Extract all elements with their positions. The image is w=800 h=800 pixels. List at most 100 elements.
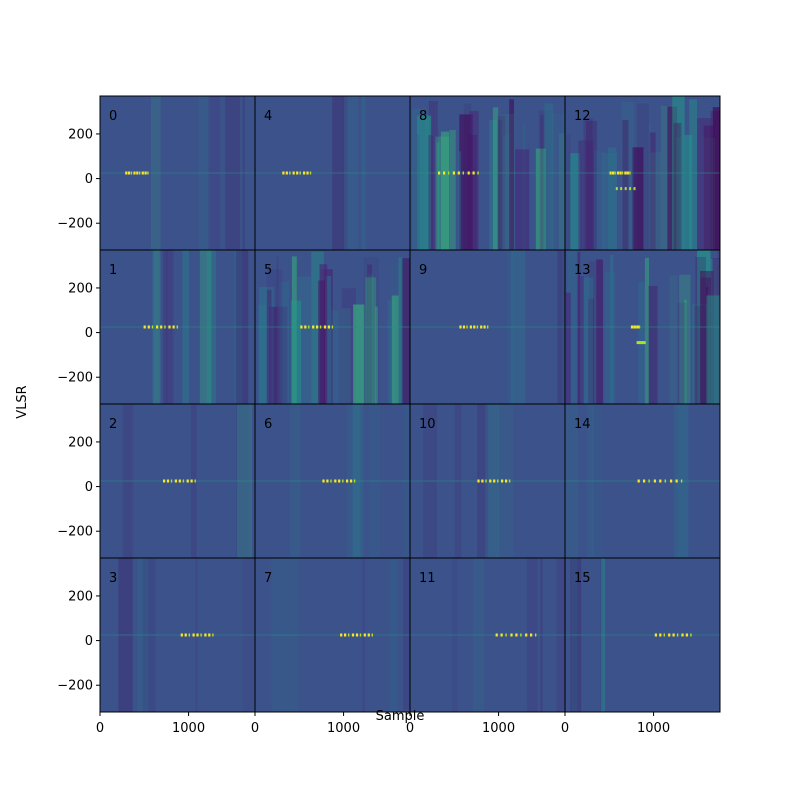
emission-point <box>653 479 656 483</box>
emission-point <box>525 633 528 637</box>
panel-9: 9 <box>409 249 566 405</box>
emission-point <box>130 171 133 175</box>
emission-point <box>452 171 455 175</box>
panel-8: 8 <box>409 95 566 251</box>
x-tick-label: 0 <box>406 721 414 736</box>
baseline-stripe <box>374 306 378 404</box>
panel-label: 11 <box>419 571 436 586</box>
emission-point <box>204 633 207 637</box>
emission-point <box>483 325 486 329</box>
emission-point <box>505 633 507 637</box>
emission-point <box>493 479 496 483</box>
emission-point <box>633 187 636 191</box>
emission-point <box>462 171 464 175</box>
emission-point <box>212 633 214 637</box>
y-tick-label: 0 <box>85 326 93 341</box>
baseline-stripe <box>540 114 544 250</box>
emission-point <box>672 633 675 637</box>
baseline-stripe <box>566 292 571 404</box>
emission-point <box>299 171 301 175</box>
emission-point <box>619 171 622 175</box>
emission-point <box>501 479 504 483</box>
panel-label: 7 <box>264 571 272 586</box>
emission-point <box>182 479 185 483</box>
emission-point <box>480 325 483 329</box>
emission-point <box>643 479 646 483</box>
emission-point <box>363 633 366 637</box>
emission-point <box>443 171 446 175</box>
panel-label: 13 <box>574 263 591 278</box>
baseline-stripe <box>436 142 440 250</box>
emission-point <box>632 325 635 329</box>
emission-point <box>304 325 307 329</box>
baseline-stripe <box>440 131 449 250</box>
emission-point <box>144 171 147 175</box>
emission-point <box>659 479 662 483</box>
emission-point <box>638 341 641 345</box>
x-tick-label: 1000 <box>637 721 670 736</box>
baseline-stripe <box>325 276 332 404</box>
panel-6: 6 <box>254 403 411 559</box>
emission-point <box>303 171 306 175</box>
baseline-stripe <box>468 135 477 250</box>
baseline-stripe <box>644 257 649 404</box>
baseline-stripe <box>607 147 617 250</box>
emission-point <box>636 341 639 345</box>
emission-point <box>184 633 187 637</box>
panel-label: 0 <box>109 109 117 124</box>
baseline-stripe <box>391 295 399 404</box>
panel-2: 2 <box>99 403 256 559</box>
emission-point <box>176 325 178 329</box>
baseline-stripe <box>621 101 634 250</box>
panel-3: 3 <box>99 557 256 713</box>
emission-point <box>327 325 330 329</box>
emission-point <box>638 325 641 329</box>
panel-label: 2 <box>109 417 117 432</box>
baseline-stripe <box>291 256 297 404</box>
emission-point <box>620 187 623 191</box>
emission-point <box>322 479 325 483</box>
baseline-stripe <box>582 142 585 250</box>
emission-point <box>621 171 624 175</box>
emission-point <box>624 171 627 175</box>
baseline-stripe <box>632 147 644 250</box>
emission-point <box>681 633 684 637</box>
baseline-stripe <box>341 308 351 404</box>
emission-point <box>648 479 650 483</box>
baseline-stripe <box>649 122 652 250</box>
baseline-stripe <box>689 99 697 250</box>
baseline-stripe <box>706 295 720 404</box>
emission-point <box>163 479 166 483</box>
baseline-stripe <box>583 118 593 250</box>
y-tick-label: 0 <box>85 172 93 187</box>
emission-point <box>497 479 499 483</box>
baseline-stripe <box>428 100 438 250</box>
emission-point <box>292 171 295 175</box>
emission-point <box>342 479 344 483</box>
emission-point <box>147 325 150 329</box>
baseline-stripe <box>319 264 328 404</box>
baseline-stripe <box>703 125 715 250</box>
emission-point <box>614 171 616 175</box>
baseline-stripe <box>280 282 289 404</box>
baseline-stripe <box>535 148 546 250</box>
emission-point <box>359 633 362 637</box>
emission-point <box>487 325 489 329</box>
baseline-stripe <box>411 108 425 250</box>
baseline-stripe <box>509 99 514 250</box>
x-axis-label: Sample <box>376 709 425 724</box>
emission-point <box>640 341 643 345</box>
emission-point <box>476 325 479 329</box>
emission-point <box>289 171 291 175</box>
y-tick-label: 200 <box>68 281 93 296</box>
baseline-stripe <box>582 277 594 404</box>
emission-point <box>306 171 309 175</box>
baseline-stripe <box>318 280 325 404</box>
baseline-stripe <box>544 113 560 250</box>
x-tick-label: 1000 <box>172 721 205 736</box>
baseline-stripe <box>398 257 403 404</box>
baseline-stripe <box>684 299 687 404</box>
emission-point <box>477 479 480 483</box>
